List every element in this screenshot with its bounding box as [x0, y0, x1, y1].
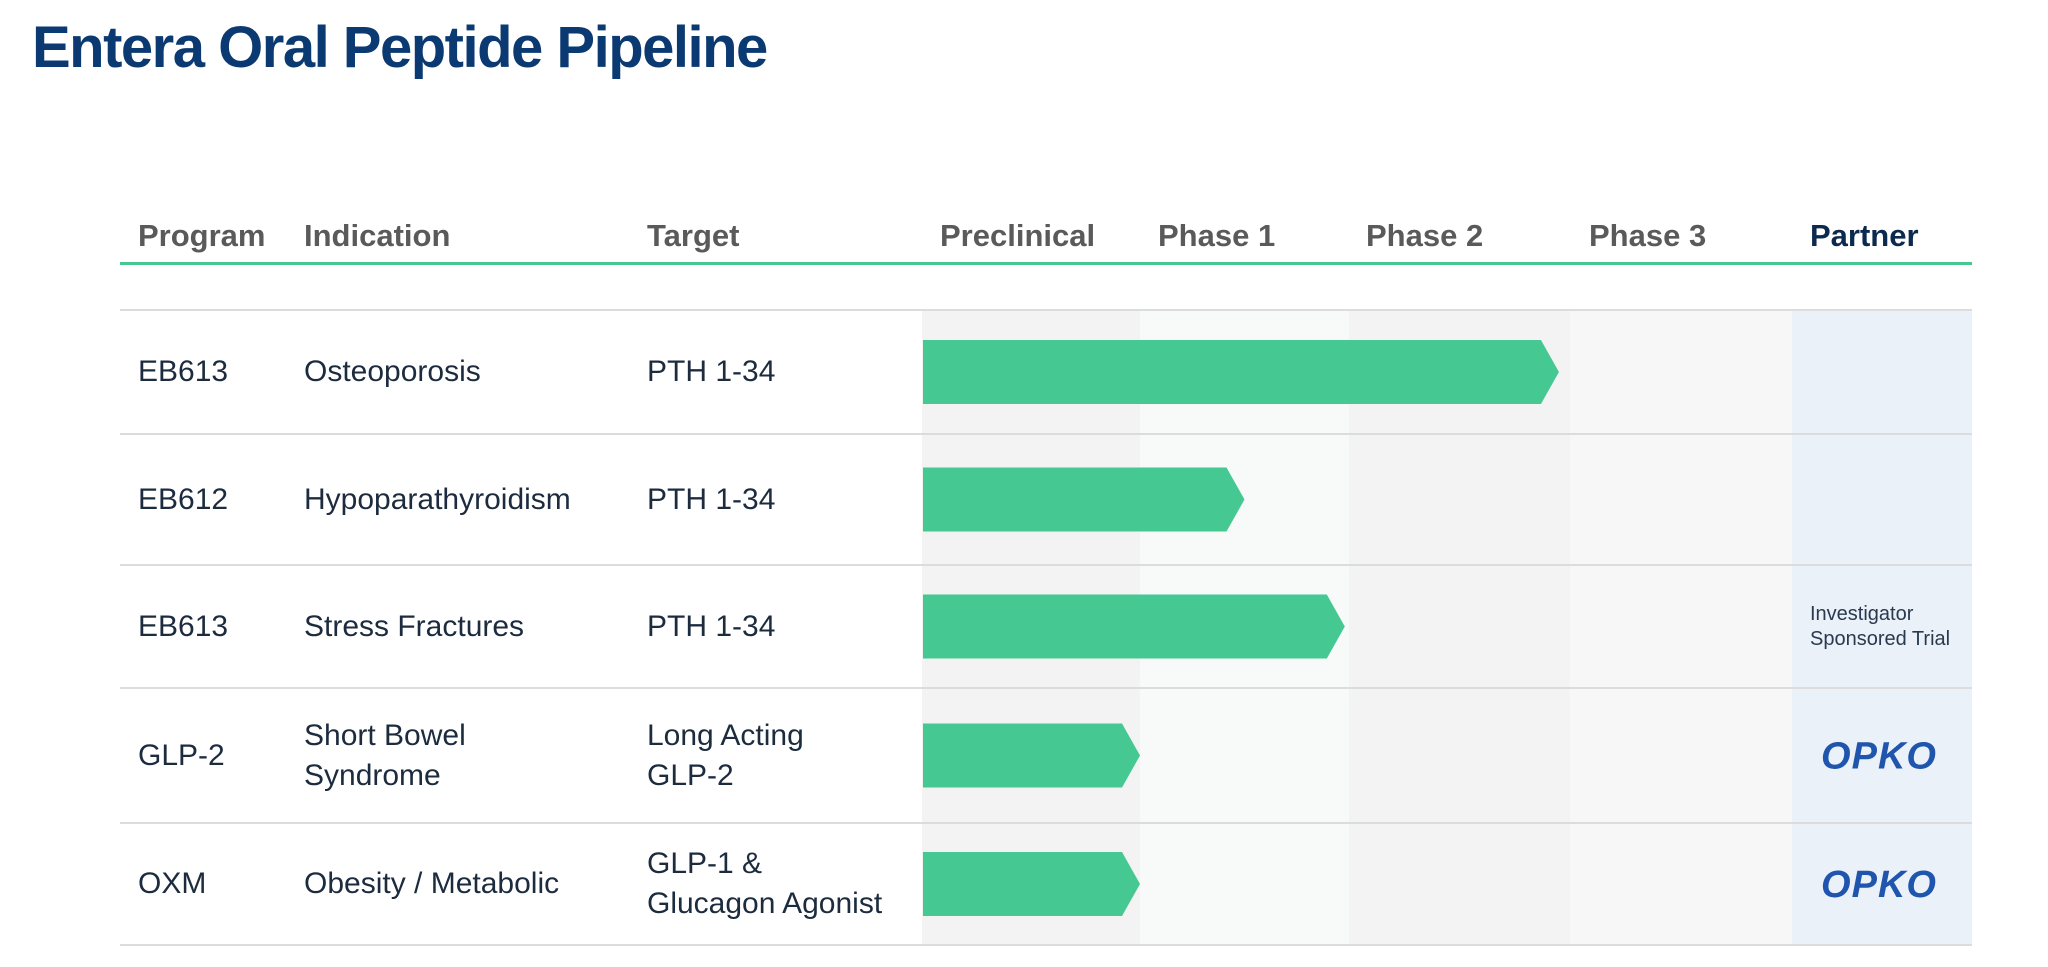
target-cell: PTH 1-34 — [647, 482, 776, 516]
progress-bar — [923, 467, 1245, 532]
row-divider — [120, 944, 1972, 946]
target-cell: PTH 1-34 — [647, 355, 776, 388]
program-cell: EB612 — [138, 482, 229, 516]
program-cell: GLP-2 — [138, 738, 225, 772]
page-title: Entera Oral Peptide Pipeline — [32, 15, 768, 80]
opko-logo: OPKO — [1821, 864, 1937, 906]
indication-cell: Obesity / Metabolic — [304, 867, 560, 900]
partner-column-bg — [1792, 310, 1972, 945]
target-cell: GLP-1 & Glucagon Agonist — [647, 847, 883, 920]
row-divider — [120, 433, 1972, 435]
partner-text: Investigator Sponsored Trial — [1810, 602, 1951, 650]
header-partner: Partner — [1810, 218, 1919, 253]
indication-cell: Stress Fractures — [304, 609, 525, 643]
stage-column-bg — [1570, 310, 1792, 945]
row-divider — [120, 309, 1972, 311]
header-target: Target — [647, 218, 740, 253]
row-divider — [120, 687, 1972, 689]
row-divider — [120, 564, 1972, 566]
program-cell: EB613 — [138, 609, 229, 643]
progress-bar — [923, 594, 1345, 659]
progress-bar — [923, 723, 1140, 788]
stage-column-bg — [1349, 310, 1570, 945]
header-program: Program — [138, 218, 266, 253]
program-cell: EB613 — [138, 355, 229, 388]
program-cell: OXM — [138, 867, 207, 900]
indication-cell: Hypoparathyroidism — [304, 482, 571, 516]
header-phase-1: Phase 1 — [1158, 218, 1276, 253]
progress-bar — [923, 852, 1140, 916]
target-cell: Long Acting GLP-2 — [647, 718, 804, 792]
header-phase-2: Phase 2 — [1366, 218, 1484, 253]
header-phase-3: Phase 3 — [1589, 218, 1707, 253]
header-preclinical: Preclinical — [940, 218, 1096, 253]
header-indication: Indication — [304, 218, 451, 253]
header-divider — [120, 262, 1972, 265]
opko-logo: OPKO — [1821, 736, 1937, 778]
row-divider — [120, 822, 1972, 824]
indication-cell: Osteoporosis — [304, 355, 481, 388]
target-cell: PTH 1-34 — [647, 609, 776, 643]
progress-bar — [923, 340, 1559, 404]
indication-cell: Short Bowel Syndrome — [304, 718, 466, 792]
